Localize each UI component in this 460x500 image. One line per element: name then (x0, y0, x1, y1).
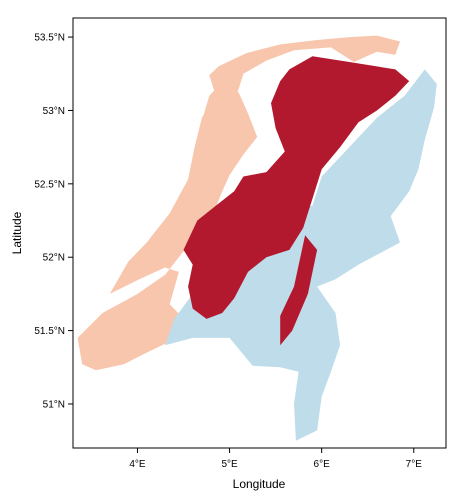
x-axis-title: Longitude (233, 477, 286, 491)
coastal-zone-polygon (77, 35, 400, 371)
x-tick-label: 7°E (406, 459, 423, 470)
central-zone-polygon (280, 235, 318, 346)
y-axis-title: Latitude (10, 211, 24, 254)
y-tick-label: 52.5°N (34, 179, 65, 190)
y-tick-label: 51.5°N (34, 326, 65, 337)
y-tick-label: 52°N (43, 253, 65, 264)
map-regions (77, 35, 437, 441)
plot-frame (72, 17, 447, 449)
x-tick-label: 4°E (129, 459, 146, 470)
x-axis: 4°E 5°E 6°E 7°E (129, 448, 422, 470)
central-zone-polygon (183, 56, 410, 319)
x-tick-label: 6°E (314, 459, 331, 470)
y-tick-label: 51°N (43, 399, 65, 410)
y-tick-label: 53.5°N (34, 33, 65, 44)
y-axis: 51°N 51.5°N 52°N 52.5°N 53°N 53.5°N (34, 33, 73, 410)
y-tick-label: 53°N (43, 106, 65, 117)
x-tick-label: 5°E (221, 459, 238, 470)
